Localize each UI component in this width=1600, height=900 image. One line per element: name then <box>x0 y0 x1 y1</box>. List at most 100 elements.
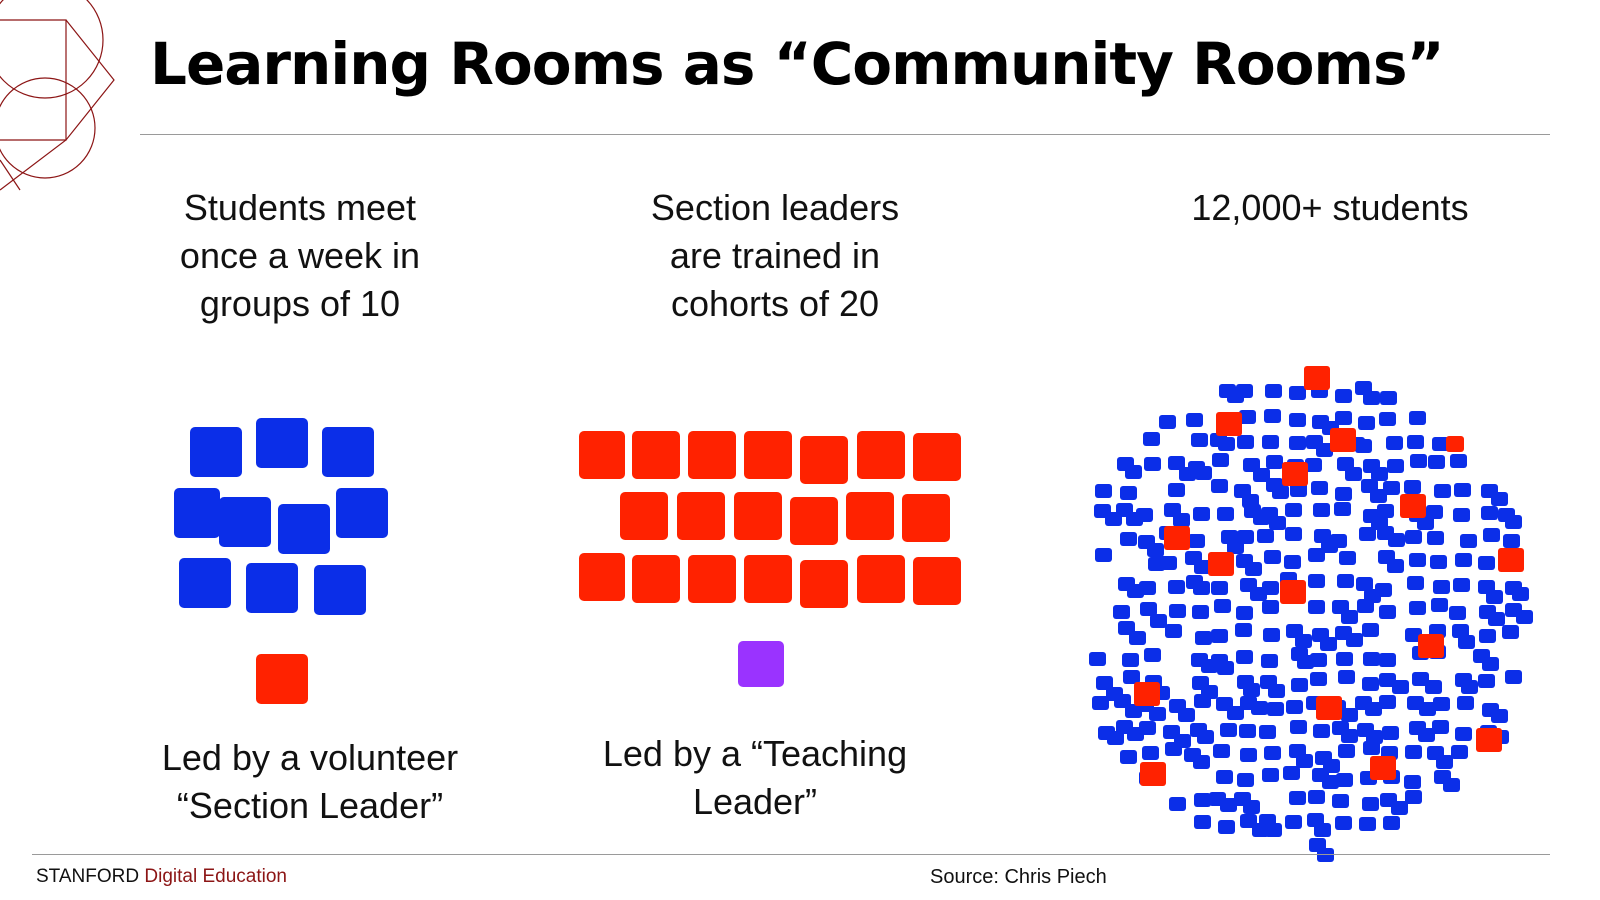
student-square <box>1092 696 1109 711</box>
student-square <box>1511 587 1529 602</box>
stanford-logo-mark-icon <box>0 0 115 191</box>
student-square <box>1383 480 1401 495</box>
student-square <box>1240 747 1258 762</box>
student-square <box>1478 628 1496 643</box>
student-square <box>1329 534 1347 548</box>
student-square <box>1359 526 1377 541</box>
student-square <box>1122 670 1140 685</box>
section-leader-square <box>1330 428 1356 452</box>
section-leader-square <box>857 431 905 479</box>
student-square <box>1262 435 1279 450</box>
title-divider <box>140 134 1550 135</box>
student-square <box>179 558 231 608</box>
student-square <box>1363 391 1381 405</box>
student-square <box>1211 628 1229 643</box>
student-square <box>1430 555 1448 570</box>
student-square <box>1236 773 1254 788</box>
student-square <box>1483 528 1501 543</box>
student-square <box>1379 412 1397 427</box>
section-leader-square <box>800 560 848 608</box>
student-square <box>1371 467 1389 481</box>
section-leader-square <box>734 492 782 540</box>
student-square <box>1403 479 1421 494</box>
student-square <box>1358 816 1376 831</box>
student-square <box>1284 527 1302 542</box>
student-square <box>1173 512 1191 527</box>
student-square <box>1454 552 1472 567</box>
student-square <box>1147 543 1165 557</box>
student-square <box>1128 631 1146 646</box>
student-square <box>1304 457 1322 472</box>
student-square <box>1095 675 1113 690</box>
student-square <box>1308 789 1326 804</box>
student-square <box>1387 533 1405 548</box>
section-leader-square <box>1400 494 1426 518</box>
student-square <box>1238 410 1256 424</box>
student-square <box>1284 503 1302 517</box>
student-square <box>1409 410 1427 425</box>
student-square <box>1355 577 1373 592</box>
student-square <box>1193 694 1211 708</box>
section-leader-square <box>857 555 905 603</box>
footer-brand-accent: Digital Education <box>144 866 287 887</box>
student-square <box>174 488 220 538</box>
student-square <box>1307 548 1325 563</box>
student-square <box>1120 486 1137 501</box>
student-square <box>1257 529 1275 544</box>
student-square <box>1210 581 1228 596</box>
student-square <box>1449 453 1467 468</box>
student-square <box>1314 822 1332 837</box>
student-square <box>1242 799 1260 814</box>
student-square <box>1217 661 1235 676</box>
section-leader-square <box>579 553 625 601</box>
student-square <box>1266 455 1284 470</box>
student-square <box>1268 516 1286 531</box>
section-leader-square <box>1140 762 1166 786</box>
student-square <box>1361 796 1379 811</box>
student-square <box>1167 483 1185 498</box>
student-square <box>1338 670 1356 685</box>
section-leader-square <box>1446 436 1464 452</box>
student-square <box>1290 678 1308 693</box>
student-square <box>1334 410 1352 425</box>
student-square <box>1236 384 1254 399</box>
student-square <box>1235 649 1253 664</box>
student-square <box>1335 815 1353 830</box>
student-square <box>1490 709 1508 723</box>
student-square <box>1112 604 1130 619</box>
student-square <box>1477 555 1495 570</box>
student-square <box>1263 550 1281 565</box>
student-square <box>1335 651 1353 666</box>
student-square <box>1249 586 1267 601</box>
student-square <box>1138 720 1156 735</box>
student-square <box>1237 435 1254 450</box>
student-square <box>1265 822 1283 837</box>
student-square <box>1195 466 1213 480</box>
student-square <box>1432 579 1450 594</box>
student-square <box>1356 598 1374 613</box>
student-square <box>1260 653 1278 668</box>
student-square <box>1264 384 1282 399</box>
student-square <box>246 563 298 613</box>
student-square <box>1237 530 1255 545</box>
student-square <box>1503 534 1521 549</box>
section-leader-square <box>677 492 725 540</box>
student-square <box>1193 506 1211 521</box>
student-square <box>1386 436 1403 450</box>
student-square <box>1289 385 1307 400</box>
student-square <box>1375 582 1393 597</box>
student-square <box>1138 580 1156 595</box>
student-square <box>1284 555 1302 570</box>
student-square <box>1340 729 1358 744</box>
student-square <box>1311 481 1329 496</box>
student-square <box>1119 532 1137 546</box>
slide-title: Learning Rooms as “Community Rooms” <box>150 30 1445 98</box>
student-square <box>1165 624 1183 639</box>
student-square <box>1335 486 1352 501</box>
student-square <box>1167 580 1185 595</box>
student-square <box>1405 790 1423 805</box>
student-square <box>1185 412 1203 427</box>
student-square <box>1212 743 1230 758</box>
student-square <box>1335 388 1353 403</box>
student-square <box>1119 749 1137 764</box>
